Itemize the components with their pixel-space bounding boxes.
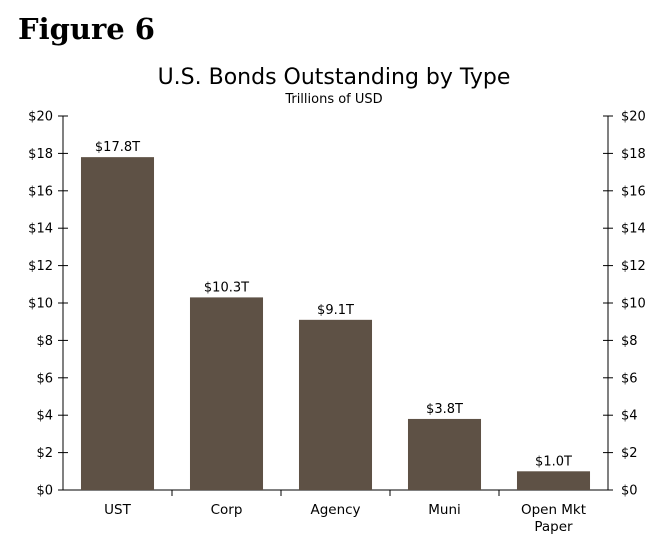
y-tick-label-left: $14	[28, 222, 53, 237]
y-tick-label-left: $0	[36, 484, 53, 499]
bar-data-label: $17.8T	[95, 140, 140, 155]
y-tick-label-left: $10	[28, 297, 53, 312]
y-tick-label-right: $20	[621, 110, 646, 125]
bar	[80, 157, 155, 490]
y-tick-label-right: $14	[621, 222, 646, 237]
y-tick-label-right: $18	[621, 147, 646, 162]
y-tick-label-right: $6	[621, 371, 638, 386]
y-tick-label-left: $16	[28, 184, 53, 199]
x-category-label: UST	[104, 502, 131, 518]
y-tick-label-right: $0	[621, 484, 638, 499]
y-tick-label-left: $4	[36, 409, 53, 424]
bar-data-label: $10.3T	[204, 280, 249, 295]
plot-area: $0 $0 $2 $2 $4 $4 $6 $6 $8 $8 $10 $10 $12 $12 $14 $14 $1…	[28, 110, 646, 536]
y-tick-label-left: $12	[28, 259, 53, 274]
bar	[189, 297, 264, 490]
bar	[516, 471, 591, 490]
y-tick-label-left: $8	[36, 334, 53, 349]
y-tick-label-right: $12	[621, 259, 646, 274]
bar-data-label: $1.0T	[535, 454, 572, 469]
x-category-label: Corp	[211, 502, 243, 518]
x-category-label: Muni	[428, 502, 461, 518]
y-tick-label-right: $16	[621, 184, 646, 199]
y-tick-label-right: $10	[621, 297, 646, 312]
bar	[298, 319, 373, 490]
bar-data-label: $9.1T	[317, 303, 354, 318]
y-tick-label-left: $18	[28, 147, 53, 162]
bar-data-label: $3.8T	[426, 402, 463, 417]
y-tick-label-right: $8	[621, 334, 638, 349]
x-category-label: Open Mkt	[521, 502, 586, 518]
x-category-label: Agency	[310, 502, 360, 518]
y-tick-label-left: $2	[36, 446, 53, 461]
x-category-label: Paper	[534, 519, 573, 535]
chart-subtitle: Trillions of USD	[284, 92, 382, 107]
y-tick-label-right: $4	[621, 409, 638, 424]
chart-title: U.S. Bonds Outstanding by Type	[158, 65, 511, 90]
y-tick-label-left: $6	[36, 371, 53, 386]
figure-label: Figure 6	[18, 12, 155, 46]
y-tick-label-left: $20	[28, 110, 53, 125]
y-tick-label-right: $2	[621, 446, 638, 461]
bar	[407, 418, 482, 490]
